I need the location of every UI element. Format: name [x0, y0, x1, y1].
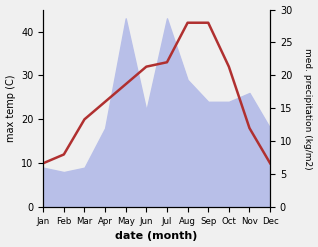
X-axis label: date (month): date (month) [115, 231, 198, 242]
Y-axis label: max temp (C): max temp (C) [5, 75, 16, 142]
Y-axis label: med. precipitation (kg/m2): med. precipitation (kg/m2) [303, 48, 313, 169]
